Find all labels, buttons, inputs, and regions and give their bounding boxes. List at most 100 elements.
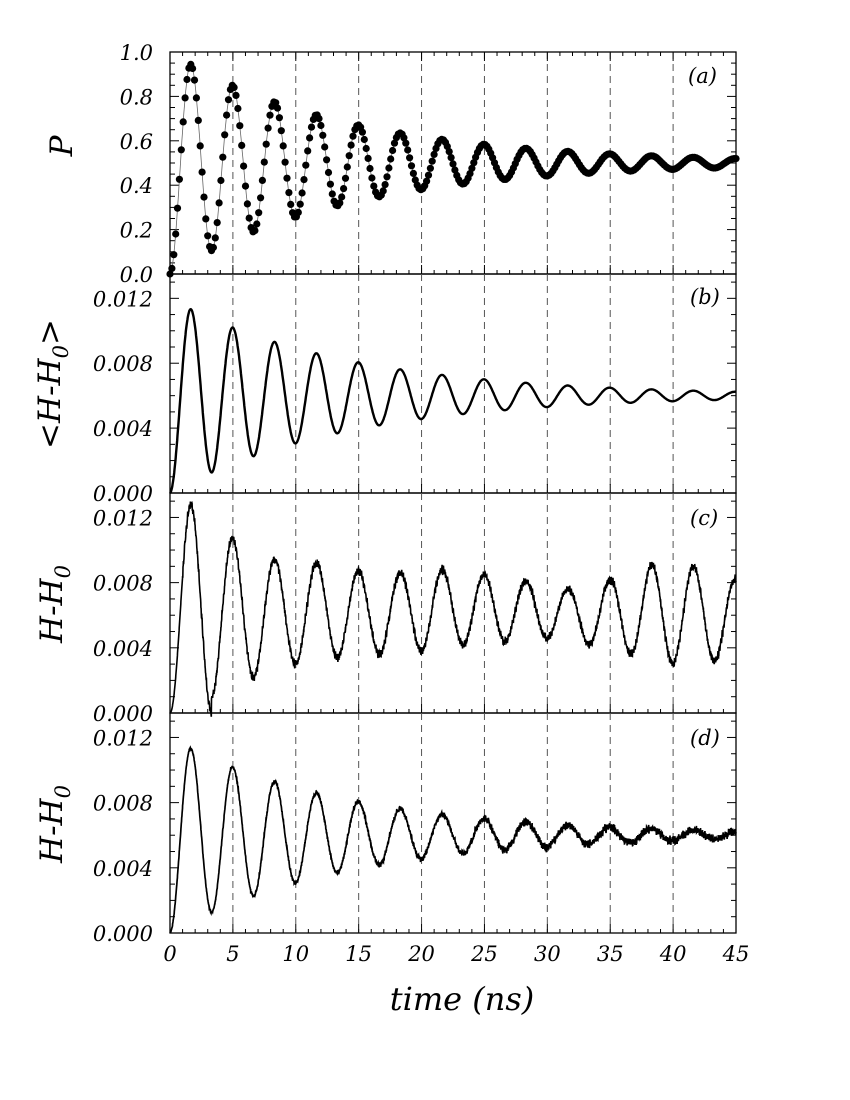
x-tick-label: 5	[226, 942, 239, 966]
vertical-dashed-gridlines	[232, 52, 674, 933]
data-point	[255, 209, 263, 217]
data-point	[283, 174, 291, 182]
x-tick-label: 0	[163, 942, 176, 966]
x-tick-label: 40	[659, 942, 687, 966]
data-point	[168, 264, 176, 272]
y-tick-label: 0.000	[93, 922, 153, 946]
y-tick-label: 0.008	[93, 792, 153, 816]
y-tick-label: 0.004	[93, 637, 153, 661]
data-point	[257, 194, 265, 202]
data-point	[190, 76, 199, 84]
data-point	[426, 164, 434, 172]
data-point	[230, 83, 238, 91]
data-point	[430, 150, 438, 158]
data-point	[215, 199, 223, 207]
data-point	[175, 175, 183, 183]
data-point	[336, 199, 344, 207]
data-point	[424, 171, 433, 179]
x-tick-label: 15	[345, 942, 372, 966]
data-point	[181, 94, 189, 102]
data-point	[300, 176, 308, 184]
data-point	[243, 200, 251, 208]
data-point	[383, 173, 391, 181]
data-point	[170, 251, 178, 259]
y-axis-label-b: <H-H0>	[32, 319, 73, 449]
data-point	[385, 164, 393, 172]
data-point	[317, 121, 325, 130]
data-point	[428, 157, 436, 165]
series-d-line	[169, 745, 737, 934]
data-point	[306, 134, 314, 142]
data-point	[200, 193, 208, 201]
data-point	[368, 174, 376, 182]
y-axis-label-d: H-H0	[34, 785, 75, 864]
data-point	[251, 227, 259, 235]
series-c-line	[169, 500, 737, 717]
data-point	[323, 156, 331, 164]
data-point	[202, 215, 210, 223]
y-tick-label: 0.2	[120, 219, 153, 243]
data-point	[258, 176, 266, 184]
data-point	[285, 189, 293, 197]
panel-tag-b: (b)	[690, 285, 720, 309]
data-point	[213, 219, 221, 227]
data-point	[447, 154, 455, 162]
data-point	[324, 168, 333, 177]
panel-tag-c: (c)	[690, 506, 718, 530]
data-point	[173, 204, 182, 212]
axis-ticks	[169, 51, 737, 934]
data-point	[366, 164, 374, 173]
data-point	[232, 91, 240, 99]
data-point	[262, 140, 270, 148]
data-point	[287, 200, 295, 208]
x-axis-label: time (ns)	[390, 980, 535, 1018]
data-point	[407, 162, 416, 170]
data-point	[347, 141, 355, 149]
y-tick-label: 0.000	[93, 702, 153, 726]
data-point	[223, 111, 231, 119]
panel-frame-d	[169, 712, 737, 934]
data-point	[302, 161, 310, 169]
panel-frames	[169, 51, 737, 934]
y-tick-label: 0.8	[120, 85, 153, 109]
data-point	[204, 232, 212, 240]
y-tick-label: 0.4	[120, 174, 153, 198]
data-point	[315, 115, 323, 123]
data-point	[264, 124, 272, 132]
data-point	[423, 177, 431, 185]
data-point	[321, 143, 329, 151]
data-point	[179, 118, 187, 126]
data-point	[240, 162, 248, 170]
panel-tag-a: (a)	[688, 64, 717, 88]
data-point	[732, 155, 740, 163]
y-tick-label: 0.6	[120, 130, 153, 154]
data-point	[298, 189, 306, 197]
y-tick-label: 0.012	[93, 506, 153, 530]
data-point	[358, 128, 366, 136]
data-point	[341, 174, 350, 182]
data-point	[362, 144, 370, 153]
data-point	[381, 181, 389, 189]
x-tick-label: 20	[407, 942, 435, 966]
data-point	[360, 135, 368, 144]
data-point	[281, 158, 289, 166]
data-point	[260, 158, 268, 166]
y-tick-label: 0.012	[93, 726, 153, 750]
data-point	[468, 164, 476, 172]
data-point	[189, 64, 197, 73]
y-axis-label-a: P	[44, 134, 80, 157]
data-point	[183, 75, 191, 84]
data-point	[221, 131, 229, 139]
data-point	[241, 182, 250, 190]
data-point	[343, 163, 351, 171]
data-point	[304, 147, 312, 155]
data-point	[209, 243, 217, 252]
y-axis-label-c: H-H0	[34, 565, 75, 644]
data-point	[296, 200, 304, 208]
data-point	[275, 114, 283, 122]
data-point	[340, 185, 348, 193]
data-point	[370, 182, 378, 190]
data-point	[219, 153, 227, 161]
data-point	[294, 208, 302, 216]
